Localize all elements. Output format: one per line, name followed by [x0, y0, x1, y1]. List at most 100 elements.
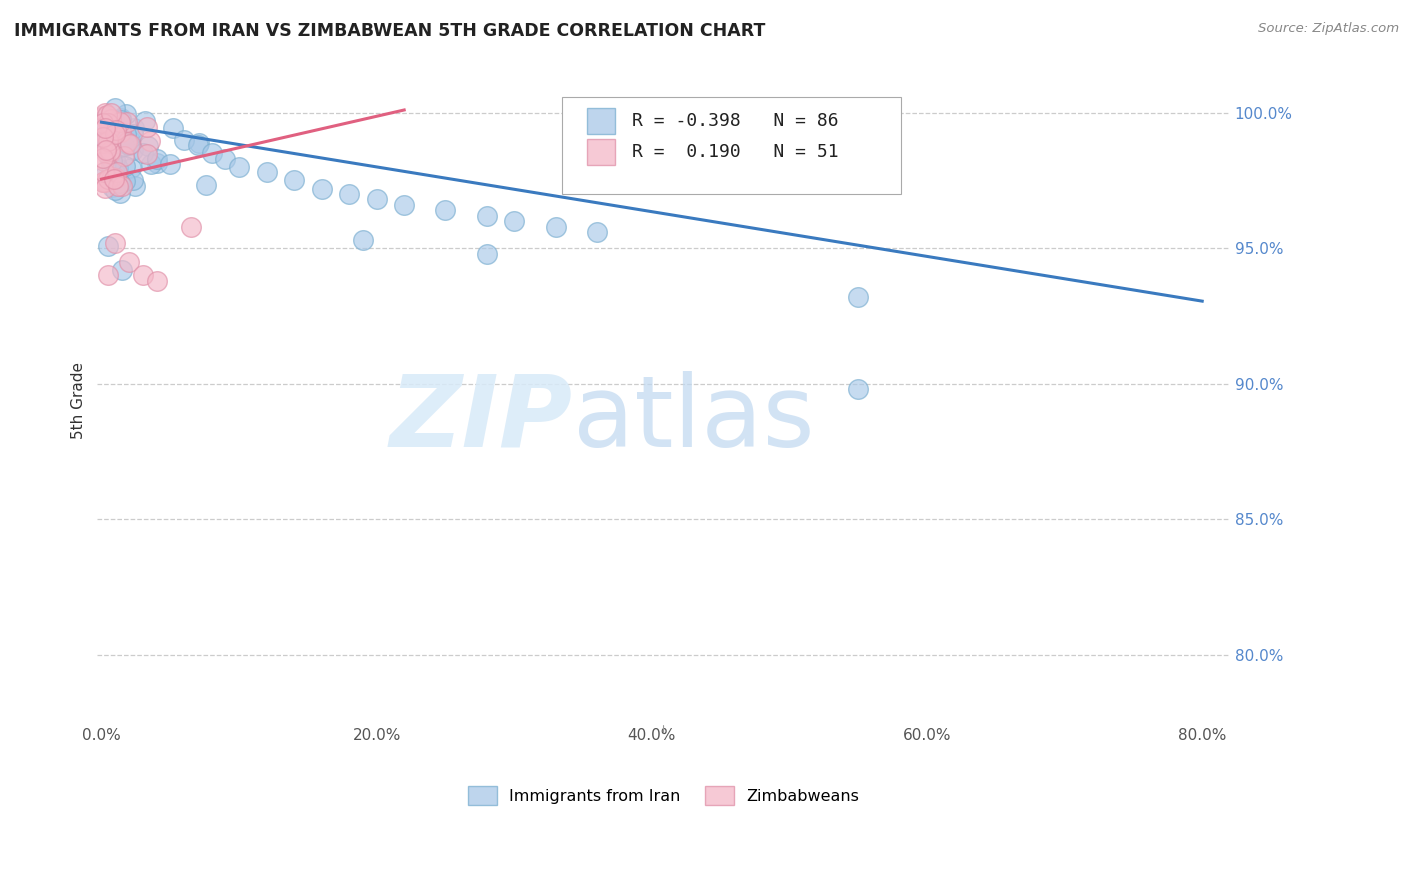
Point [94, 106, 117, 120]
Point [846, 382, 869, 396]
Point [93, 114, 115, 128]
Point [101, 127, 124, 141]
Bar [586, 109, 614, 134]
Point [544, 219, 567, 234]
Point [366, 193, 388, 207]
Point [93, 154, 115, 169]
Point [100, 170, 122, 185]
Point [114, 159, 136, 173]
Point [118, 255, 141, 269]
Point [585, 225, 607, 239]
Point [115, 136, 138, 150]
Point [97, 143, 120, 157]
Point [146, 156, 169, 170]
Point [100, 160, 122, 174]
Point [122, 143, 145, 157]
Point [117, 115, 139, 129]
Point [115, 135, 138, 149]
Point [135, 120, 157, 135]
Point [94, 145, 117, 160]
Point [94, 181, 117, 195]
Point [94, 175, 117, 189]
Point [103, 137, 125, 152]
Point [94, 143, 117, 157]
Point [105, 123, 128, 137]
Point [122, 120, 145, 135]
Point [188, 136, 211, 151]
Point [97, 268, 120, 283]
Point [104, 153, 127, 167]
Point [475, 209, 498, 223]
Point [100, 112, 122, 126]
Point [94, 172, 117, 186]
Point [103, 171, 125, 186]
Point [93, 175, 115, 189]
Point [283, 173, 305, 187]
Point [110, 111, 132, 125]
Point [112, 149, 135, 163]
Point [145, 274, 167, 288]
Point [111, 263, 134, 277]
Point [91, 151, 114, 165]
Point [132, 146, 155, 161]
Point [195, 178, 218, 192]
Point [104, 101, 127, 115]
Bar [586, 139, 614, 164]
Point [97, 115, 120, 129]
Point [101, 153, 124, 168]
Point [114, 127, 136, 141]
Point [141, 157, 163, 171]
Point [104, 166, 127, 180]
Text: Source: ZipAtlas.com: Source: ZipAtlas.com [1258, 22, 1399, 36]
Point [97, 139, 120, 153]
Point [107, 179, 129, 194]
Point [97, 171, 120, 186]
Point [93, 129, 115, 144]
Y-axis label: 5th Grade: 5th Grade [72, 361, 86, 439]
Point [392, 198, 415, 212]
Point [107, 128, 129, 143]
Point [97, 134, 120, 148]
Point [187, 138, 209, 153]
Point [91, 136, 114, 150]
Point [100, 153, 122, 167]
Point [98, 151, 121, 165]
Point [337, 187, 360, 202]
Point [93, 129, 115, 144]
Point [96, 133, 118, 147]
Point [132, 268, 155, 283]
Point [98, 136, 121, 150]
Point [105, 165, 128, 179]
Point [110, 179, 132, 194]
Point [103, 114, 125, 128]
Point [100, 105, 122, 120]
Point [138, 138, 160, 153]
Point [311, 181, 333, 195]
FancyBboxPatch shape [561, 97, 901, 194]
Point [107, 161, 129, 175]
Point [110, 125, 132, 139]
Point [115, 107, 138, 121]
Point [97, 238, 120, 252]
Point [96, 128, 118, 142]
Point [93, 174, 115, 188]
Point [91, 175, 114, 189]
Text: atlas: atlas [574, 371, 814, 468]
Point [503, 214, 526, 228]
Point [107, 136, 129, 150]
Point [256, 165, 278, 179]
Point [120, 133, 142, 147]
Point [96, 110, 118, 124]
Point [112, 139, 135, 153]
Point [96, 107, 118, 121]
Point [100, 126, 122, 140]
Point [94, 121, 117, 136]
Point [108, 115, 131, 129]
Point [434, 203, 457, 218]
Text: R = -0.398   N = 86: R = -0.398 N = 86 [631, 112, 838, 130]
Point [107, 129, 129, 144]
Point [145, 152, 167, 166]
Point [110, 112, 132, 127]
Point [100, 120, 122, 134]
Point [108, 176, 131, 190]
